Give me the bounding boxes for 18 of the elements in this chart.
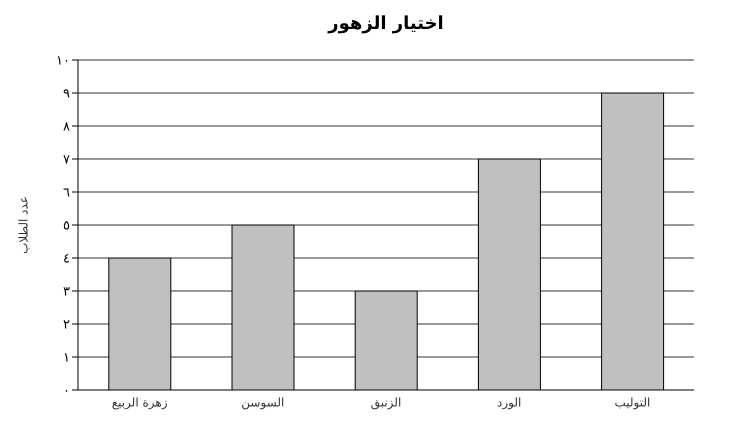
y-tick-label: ٨ [63, 120, 70, 135]
y-tick-label: ٣ [63, 284, 70, 300]
y-tick-label: ٤ [63, 252, 70, 267]
y-axis-title: عدد الطلاب [16, 196, 30, 254]
y-tick-label: ٦ [63, 186, 70, 201]
y-tick-label: ٥ [63, 218, 70, 234]
x-tick-label: الزنبق [370, 396, 402, 410]
y-tick-label: ٠ [63, 384, 70, 399]
chart-title: اختيار الزهور [326, 12, 445, 36]
x-tick-label: السوسن [241, 396, 284, 410]
y-tick-label: ٢ [63, 318, 70, 333]
x-tick-label: الورد [497, 396, 522, 410]
y-tick-label: ٧ [63, 152, 70, 168]
x-tick-label: زهرة الربيع [112, 396, 168, 410]
y-tick-label: ١ [63, 350, 70, 366]
y-tick-label: ٩ [63, 86, 70, 102]
x-tick-label: التوليب [614, 396, 650, 410]
y-tick-label: ١٠ [56, 54, 70, 69]
